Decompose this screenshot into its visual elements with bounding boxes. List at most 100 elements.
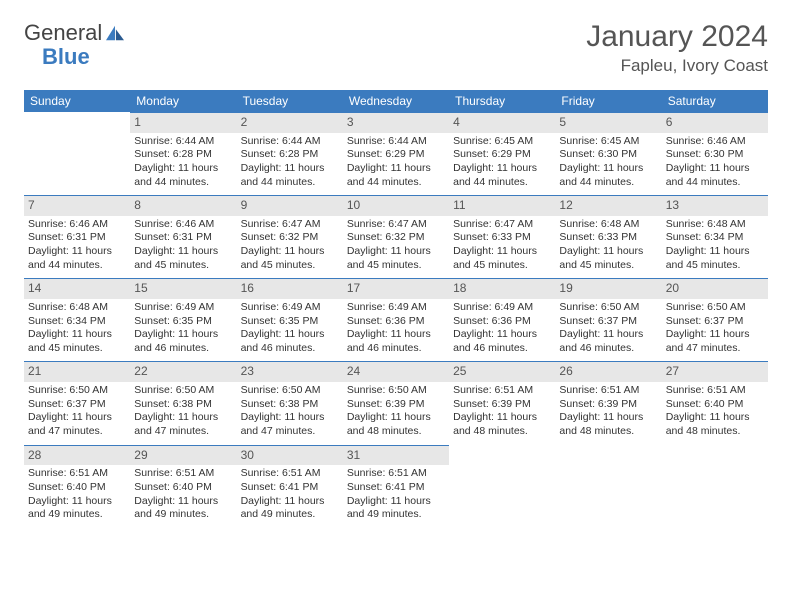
logo-word2: Blue xyxy=(42,44,90,70)
calendar-cell: 30Sunrise: 6:51 AMSunset: 6:41 PMDayligh… xyxy=(237,445,343,528)
day-body: Sunrise: 6:51 AMSunset: 6:39 PMDaylight:… xyxy=(555,382,661,445)
day-body: Sunrise: 6:48 AMSunset: 6:33 PMDaylight:… xyxy=(555,216,661,279)
calendar-cell xyxy=(555,445,661,528)
day-body: Sunrise: 6:46 AMSunset: 6:31 PMDaylight:… xyxy=(24,216,130,279)
sunrise-text: Sunrise: 6:48 AM xyxy=(559,218,657,232)
calendar-cell: 7Sunrise: 6:46 AMSunset: 6:31 PMDaylight… xyxy=(24,195,130,278)
day-body: Sunrise: 6:47 AMSunset: 6:32 PMDaylight:… xyxy=(343,216,449,279)
weekday-header: Friday xyxy=(555,90,661,112)
day-body: Sunrise: 6:50 AMSunset: 6:37 PMDaylight:… xyxy=(24,382,130,445)
calendar-cell: 25Sunrise: 6:51 AMSunset: 6:39 PMDayligh… xyxy=(449,361,555,444)
day-body: Sunrise: 6:47 AMSunset: 6:32 PMDaylight:… xyxy=(237,216,343,279)
sunset-text: Sunset: 6:30 PM xyxy=(559,148,657,162)
day-number: 8 xyxy=(130,195,236,216)
day-number: 21 xyxy=(24,361,130,382)
day-number: 2 xyxy=(237,112,343,133)
sunrise-text: Sunrise: 6:46 AM xyxy=(28,218,126,232)
sunrise-text: Sunrise: 6:50 AM xyxy=(559,301,657,315)
day-number: 13 xyxy=(662,195,768,216)
calendar-cell: 23Sunrise: 6:50 AMSunset: 6:38 PMDayligh… xyxy=(237,361,343,444)
sunset-text: Sunset: 6:31 PM xyxy=(134,231,232,245)
sunset-text: Sunset: 6:39 PM xyxy=(559,398,657,412)
daylight-text: Daylight: 11 hours and 49 minutes. xyxy=(241,495,339,522)
sunrise-text: Sunrise: 6:49 AM xyxy=(347,301,445,315)
sunset-text: Sunset: 6:39 PM xyxy=(347,398,445,412)
calendar-cell: 6Sunrise: 6:46 AMSunset: 6:30 PMDaylight… xyxy=(662,112,768,195)
sunrise-text: Sunrise: 6:49 AM xyxy=(134,301,232,315)
day-number: 20 xyxy=(662,278,768,299)
daylight-text: Daylight: 11 hours and 48 minutes. xyxy=(559,411,657,438)
sunrise-text: Sunrise: 6:51 AM xyxy=(134,467,232,481)
sunrise-text: Sunrise: 6:50 AM xyxy=(28,384,126,398)
day-number: 23 xyxy=(237,361,343,382)
day-body: Sunrise: 6:49 AMSunset: 6:36 PMDaylight:… xyxy=(449,299,555,362)
day-number: 14 xyxy=(24,278,130,299)
day-body: Sunrise: 6:45 AMSunset: 6:30 PMDaylight:… xyxy=(555,133,661,196)
sunset-text: Sunset: 6:37 PM xyxy=(666,315,764,329)
sunrise-text: Sunrise: 6:51 AM xyxy=(347,467,445,481)
calendar-cell: 10Sunrise: 6:47 AMSunset: 6:32 PMDayligh… xyxy=(343,195,449,278)
day-number: 15 xyxy=(130,278,236,299)
daylight-text: Daylight: 11 hours and 46 minutes. xyxy=(453,328,551,355)
sunset-text: Sunset: 6:38 PM xyxy=(134,398,232,412)
daylight-text: Daylight: 11 hours and 44 minutes. xyxy=(559,162,657,189)
daylight-text: Daylight: 11 hours and 44 minutes. xyxy=(241,162,339,189)
sunset-text: Sunset: 6:36 PM xyxy=(347,315,445,329)
day-body: Sunrise: 6:49 AMSunset: 6:35 PMDaylight:… xyxy=(130,299,236,362)
weekday-header: Monday xyxy=(130,90,236,112)
daylight-text: Daylight: 11 hours and 45 minutes. xyxy=(453,245,551,272)
day-body: Sunrise: 6:46 AMSunset: 6:30 PMDaylight:… xyxy=(662,133,768,196)
sunrise-text: Sunrise: 6:47 AM xyxy=(453,218,551,232)
sunset-text: Sunset: 6:38 PM xyxy=(241,398,339,412)
sunset-text: Sunset: 6:40 PM xyxy=(666,398,764,412)
daylight-text: Daylight: 11 hours and 46 minutes. xyxy=(134,328,232,355)
calendar-cell: 8Sunrise: 6:46 AMSunset: 6:31 PMDaylight… xyxy=(130,195,236,278)
sunset-text: Sunset: 6:30 PM xyxy=(666,148,764,162)
day-number: 11 xyxy=(449,195,555,216)
calendar-cell: 19Sunrise: 6:50 AMSunset: 6:37 PMDayligh… xyxy=(555,278,661,361)
sunset-text: Sunset: 6:41 PM xyxy=(241,481,339,495)
sunset-text: Sunset: 6:33 PM xyxy=(453,231,551,245)
day-body: Sunrise: 6:44 AMSunset: 6:28 PMDaylight:… xyxy=(237,133,343,196)
day-number: 26 xyxy=(555,361,661,382)
calendar-cell: 17Sunrise: 6:49 AMSunset: 6:36 PMDayligh… xyxy=(343,278,449,361)
day-number: 4 xyxy=(449,112,555,133)
day-body: Sunrise: 6:44 AMSunset: 6:29 PMDaylight:… xyxy=(343,133,449,196)
day-body: Sunrise: 6:49 AMSunset: 6:35 PMDaylight:… xyxy=(237,299,343,362)
calendar-week-row: 28Sunrise: 6:51 AMSunset: 6:40 PMDayligh… xyxy=(24,445,768,528)
calendar-cell: 20Sunrise: 6:50 AMSunset: 6:37 PMDayligh… xyxy=(662,278,768,361)
day-number: 9 xyxy=(237,195,343,216)
daylight-text: Daylight: 11 hours and 48 minutes. xyxy=(347,411,445,438)
sunset-text: Sunset: 6:29 PM xyxy=(453,148,551,162)
calendar-week-row: 21Sunrise: 6:50 AMSunset: 6:37 PMDayligh… xyxy=(24,361,768,444)
calendar-table: SundayMondayTuesdayWednesdayThursdayFrid… xyxy=(24,90,768,528)
day-number: 17 xyxy=(343,278,449,299)
calendar-cell: 1Sunrise: 6:44 AMSunset: 6:28 PMDaylight… xyxy=(130,112,236,195)
day-number: 31 xyxy=(343,445,449,466)
daylight-text: Daylight: 11 hours and 45 minutes. xyxy=(666,245,764,272)
day-body: Sunrise: 6:49 AMSunset: 6:36 PMDaylight:… xyxy=(343,299,449,362)
day-body: Sunrise: 6:51 AMSunset: 6:40 PMDaylight:… xyxy=(24,465,130,528)
day-body: Sunrise: 6:50 AMSunset: 6:37 PMDaylight:… xyxy=(555,299,661,362)
calendar-cell: 14Sunrise: 6:48 AMSunset: 6:34 PMDayligh… xyxy=(24,278,130,361)
calendar-cell: 12Sunrise: 6:48 AMSunset: 6:33 PMDayligh… xyxy=(555,195,661,278)
day-number: 29 xyxy=(130,445,236,466)
sunset-text: Sunset: 6:35 PM xyxy=(241,315,339,329)
calendar-cell: 9Sunrise: 6:47 AMSunset: 6:32 PMDaylight… xyxy=(237,195,343,278)
calendar-cell: 29Sunrise: 6:51 AMSunset: 6:40 PMDayligh… xyxy=(130,445,236,528)
sunset-text: Sunset: 6:34 PM xyxy=(666,231,764,245)
day-number: 7 xyxy=(24,195,130,216)
calendar-week-row: 7Sunrise: 6:46 AMSunset: 6:31 PMDaylight… xyxy=(24,195,768,278)
sunset-text: Sunset: 6:35 PM xyxy=(134,315,232,329)
sunset-text: Sunset: 6:33 PM xyxy=(559,231,657,245)
sunset-text: Sunset: 6:28 PM xyxy=(241,148,339,162)
sunset-text: Sunset: 6:40 PM xyxy=(134,481,232,495)
daylight-text: Daylight: 11 hours and 47 minutes. xyxy=(241,411,339,438)
day-number: 12 xyxy=(555,195,661,216)
sunrise-text: Sunrise: 6:48 AM xyxy=(666,218,764,232)
calendar-cell: 28Sunrise: 6:51 AMSunset: 6:40 PMDayligh… xyxy=(24,445,130,528)
day-body: Sunrise: 6:45 AMSunset: 6:29 PMDaylight:… xyxy=(449,133,555,196)
sunrise-text: Sunrise: 6:50 AM xyxy=(134,384,232,398)
logo-word1: General xyxy=(24,20,102,46)
calendar-cell: 3Sunrise: 6:44 AMSunset: 6:29 PMDaylight… xyxy=(343,112,449,195)
